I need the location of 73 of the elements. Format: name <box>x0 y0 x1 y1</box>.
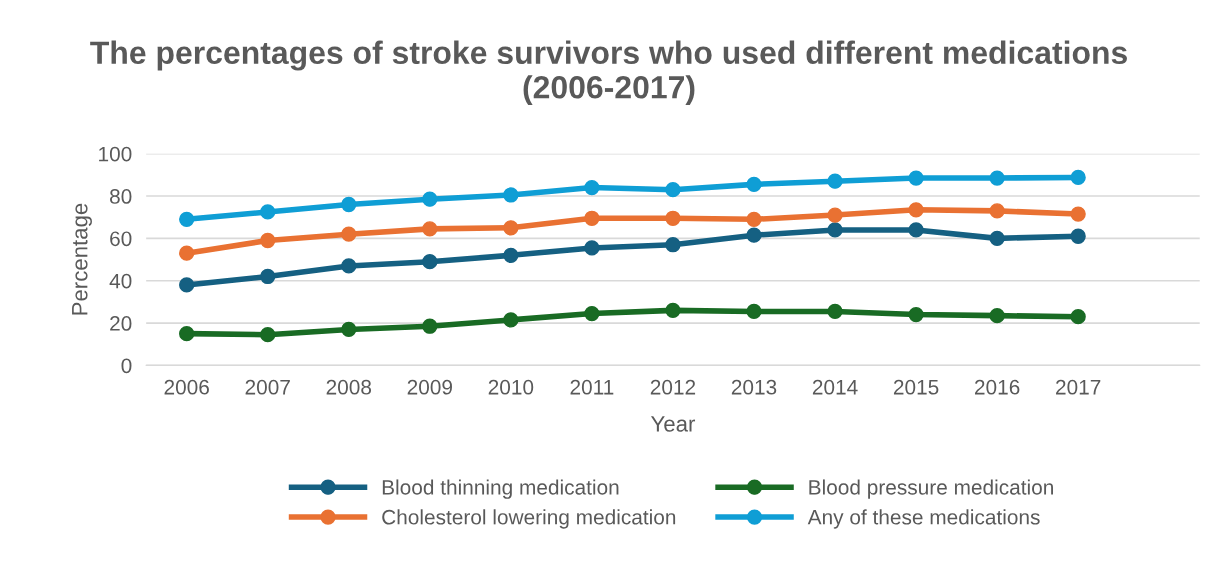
y-tick-label: 100 <box>99 146 132 162</box>
point <box>422 254 438 270</box>
point <box>665 182 681 198</box>
point <box>665 210 681 226</box>
point <box>179 277 195 293</box>
point <box>1070 206 1086 222</box>
point <box>746 211 762 227</box>
y-tick-label: 60 <box>110 231 132 247</box>
point <box>908 170 924 186</box>
x-tick-label: 2015 <box>893 379 939 395</box>
x-tick-label: 2016 <box>975 379 1020 395</box>
point <box>989 203 1005 219</box>
point <box>503 187 519 203</box>
point <box>341 196 357 213</box>
point <box>989 308 1005 324</box>
point <box>908 306 924 323</box>
x-tick-label: 2009 <box>407 379 452 395</box>
legend-label: Blood pressure medication <box>809 479 1053 499</box>
point <box>584 240 600 256</box>
point <box>746 227 762 243</box>
y-tick-label: 0 <box>121 358 132 374</box>
point <box>341 321 357 338</box>
point <box>989 230 1005 247</box>
point <box>179 245 195 261</box>
x-tick-label: 2012 <box>650 379 696 395</box>
point <box>1070 169 1086 186</box>
point <box>260 204 276 220</box>
point <box>341 226 357 242</box>
point <box>341 258 357 274</box>
point <box>746 303 762 320</box>
x-axis-title: Year <box>650 416 696 432</box>
y-tick-label: 80 <box>110 189 132 204</box>
point <box>260 268 276 285</box>
point <box>179 326 195 342</box>
point <box>422 191 438 207</box>
x-tick-label: 2011 <box>570 379 614 395</box>
point <box>665 302 681 318</box>
x-tick-label: 2014 <box>812 379 858 395</box>
point <box>827 222 843 238</box>
point <box>989 170 1005 186</box>
point <box>422 318 438 334</box>
point <box>422 221 438 237</box>
x-tick-label: 2006 <box>164 379 209 395</box>
legend-label: Cholesterol lowering medication <box>382 509 676 529</box>
y-tick-label: 20 <box>110 316 132 331</box>
point <box>665 237 681 253</box>
x-tick-label: 2008 <box>326 379 372 395</box>
legend-label: Any of these medications <box>807 509 1040 529</box>
x-tick-label: 2010 <box>488 379 534 395</box>
legend-label: Blood thinning medication <box>382 479 619 499</box>
y-tick-label: 40 <box>109 273 132 289</box>
point <box>584 210 600 226</box>
chart-title: The percentages of stroke survivors who used different medications (2006-2017) <box>90 40 1127 105</box>
point <box>827 207 843 223</box>
point <box>179 211 195 227</box>
x-tick-label: 2013 <box>731 379 777 395</box>
point <box>503 247 519 263</box>
point <box>1070 309 1086 325</box>
point <box>260 327 276 343</box>
point <box>827 173 843 189</box>
point <box>503 220 519 236</box>
point <box>503 312 519 328</box>
point <box>908 222 924 238</box>
point <box>908 202 924 218</box>
point <box>746 176 762 193</box>
point <box>260 232 276 249</box>
point <box>584 179 600 196</box>
x-tick-label: 2007 <box>245 379 290 395</box>
y-axis-title: Percentage <box>72 203 92 315</box>
point <box>584 305 600 322</box>
point <box>827 303 843 320</box>
point <box>1070 228 1086 244</box>
x-tick-label: 2017 <box>1056 379 1101 395</box>
